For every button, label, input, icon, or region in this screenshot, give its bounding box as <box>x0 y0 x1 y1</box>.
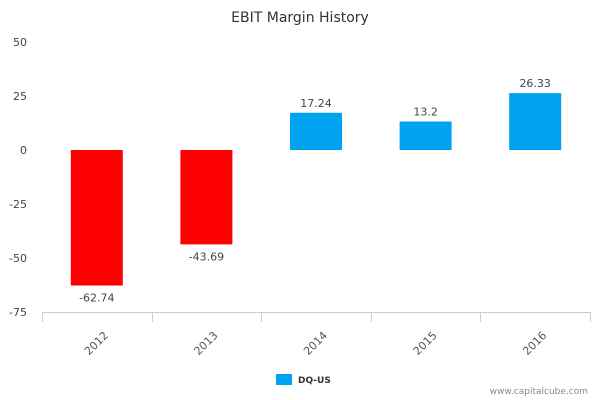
bar-2015[interactable] <box>399 121 452 150</box>
bar-2016[interactable] <box>509 93 562 150</box>
bar-series <box>70 93 562 286</box>
x-tick-label: 2013 <box>192 329 221 358</box>
x-tick-label: 2015 <box>411 329 440 358</box>
y-tick-label: 50 <box>13 36 27 49</box>
y-tick-label: -25 <box>9 198 27 211</box>
chart-title: EBIT Margin History <box>231 10 369 26</box>
source-credit: www.capitalcube.com <box>490 387 588 397</box>
y-tick-label: -75 <box>9 306 27 319</box>
x-tick-label: 2016 <box>520 329 549 358</box>
y-tick-label: 0 <box>20 144 27 157</box>
y-axis: 50 25 0 -25 -50 -75 <box>9 36 27 319</box>
bar-2014[interactable] <box>290 112 342 150</box>
y-tick-label: -50 <box>9 252 27 265</box>
legend[interactable]: DQ-US <box>276 374 331 386</box>
data-label: 13.2 <box>413 105 438 118</box>
data-labels: -62.74 -43.69 17.24 13.2 26.33 <box>79 77 551 304</box>
legend-swatch <box>276 374 292 385</box>
x-tick-label: 2014 <box>301 329 330 358</box>
bar-2012[interactable] <box>70 150 123 286</box>
data-label: 26.33 <box>519 77 551 90</box>
data-label: -62.74 <box>79 292 114 305</box>
y-tick-label: 25 <box>13 90 27 103</box>
data-label: 17.24 <box>300 97 332 110</box>
x-tick-label: 2012 <box>82 329 111 358</box>
legend-label: DQ-US <box>298 376 331 386</box>
bar-2013[interactable] <box>180 150 233 245</box>
data-label: -43.69 <box>189 250 224 263</box>
x-axis: 2012 2013 2014 2015 2016 <box>42 312 591 358</box>
